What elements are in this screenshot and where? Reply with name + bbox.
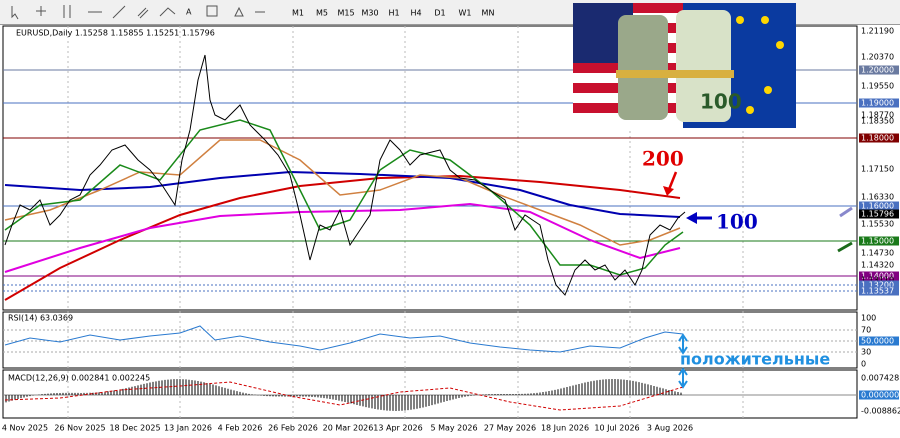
date-label: 4 Nov 2025 [2,424,48,433]
svg-text:A: A [186,8,192,17]
price-tag [859,133,899,143]
price-label: 1.18770 [861,111,894,120]
timeframe-button[interactable]: M1 [292,9,304,18]
price-tag [859,271,899,281]
price-label: 1.14000 [861,272,894,281]
flags-image: 100 [573,3,796,128]
ma100-label: 100 [716,210,758,234]
date-label: 3 Aug 2026 [647,424,693,433]
rsi-label: 30 [861,348,871,357]
toolbar-icons: A [11,5,265,20]
note: положительные [680,350,830,369]
timeframe-button[interactable]: W1 [459,9,472,18]
rsi-tag [859,336,899,346]
price-label: 1.13200 [861,281,894,290]
price-label: 1.18350 [861,117,894,126]
ma200-label: 200 [642,147,684,171]
rsi-label: 50.0000 [861,337,894,346]
date-label: 26 Feb 2026 [268,424,318,433]
price-label: 1.18000 [861,134,894,143]
svg-text:100: 100 [700,90,742,114]
timeframe-button[interactable]: M5 [316,9,328,18]
macd-label: 0.000000 [861,391,899,400]
price-tag [859,65,899,75]
macd-header: MACD(12,26,9) 0.002841 0.002245 [8,374,150,383]
price-label: 1.17150 [861,165,894,174]
date-label: 20 Mar 2026 [323,424,374,433]
timeframe-button[interactable]: H1 [388,9,399,18]
date-label: 18 Jun 2026 [541,424,589,433]
grid [67,26,744,418]
timeframe-button[interactable]: M30 [361,9,378,18]
price-tag [859,236,899,246]
price-tag [859,280,899,290]
price-label: 1.16000 [861,202,894,211]
price-label: 1.21190 [861,27,894,36]
macd-label: 0.007428 [861,374,899,383]
rsi-header: RSI(14) 63.0369 [8,314,73,323]
indicators [4,54,686,301]
timeframe-button[interactable]: M15 [337,9,354,18]
rsi-panel [2,311,858,369]
rsi-label: 70 [861,326,871,335]
price-label: 1.13110 [861,276,894,285]
price-label: 1.15000 [861,237,894,246]
timeframe-button[interactable]: D1 [434,9,445,18]
timeframe-button[interactable]: H4 [410,9,421,18]
macd-label: -0.008862 [861,407,900,416]
date-label: 26 Nov 2025 [54,424,105,433]
price-tag [859,286,899,296]
timeframe-button[interactable]: MN [482,9,495,18]
rsi-label: 100 [861,314,876,323]
price-label: 1.15796 [861,210,894,219]
price-label: 1.19000 [861,99,894,108]
arrows [663,171,853,389]
price-label: 1.20000 [861,66,894,75]
date-label: 13 Jan 2026 [164,424,212,433]
rsi-label: 0 [861,360,866,369]
date-label: 5 May 2026 [430,424,477,433]
chart-header: EURUSD,Daily 1.15258 1.15855 1.15251 1.1… [16,29,215,38]
date-label: 27 May 2026 [484,424,536,433]
price-label: 1.20370 [861,53,894,62]
price-label: 1.19550 [861,82,894,91]
price-label: 1.14730 [861,249,894,258]
price-label: 1.13537 [861,287,894,296]
date-label: 18 Dec 2025 [109,424,160,433]
date-label: 10 Jul 2026 [594,424,639,433]
price-tag [859,201,899,211]
macd-tag [859,390,899,400]
price-label: 1.14320 [861,261,894,270]
date-label: 13 Apr 2026 [373,424,422,433]
price-label: 1.15530 [861,220,894,229]
price-label: 1.16330 [861,193,894,202]
date-label: 4 Feb 2026 [218,424,263,433]
macd-panel [2,369,858,419]
price-tag [859,209,899,219]
price-tag [859,98,899,108]
